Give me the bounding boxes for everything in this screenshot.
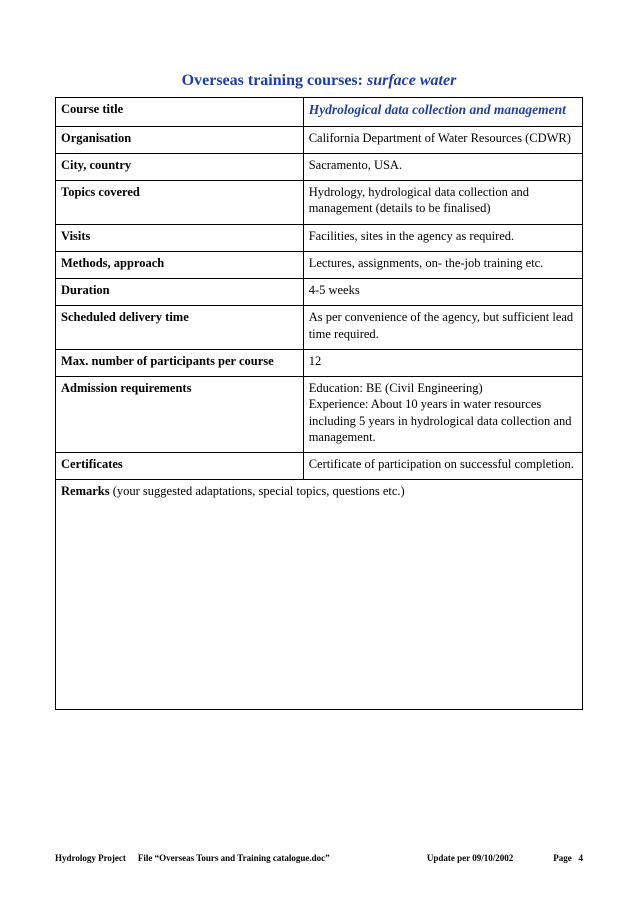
row-value: 12 — [303, 349, 582, 376]
row-value: Education: BE (Civil Engineering)Experie… — [303, 377, 582, 453]
page-footer: Hydrology Project File “Overseas Tours a… — [55, 853, 583, 863]
table-row: City, countrySacramento, USA. — [56, 153, 583, 180]
table-row: Methods, approachLectures, assignments, … — [56, 251, 583, 278]
row-value: Hydrology, hydrological data collection … — [303, 181, 582, 225]
row-label: Scheduled delivery time — [56, 306, 304, 350]
row-value: As per convenience of the agency, but su… — [303, 306, 582, 350]
title-prefix: Overseas training courses: — [182, 72, 367, 89]
table-row: Scheduled delivery timeAs per convenienc… — [56, 306, 583, 350]
table-row: Topics coveredHydrology, hydrological da… — [56, 181, 583, 225]
row-value: California Department of Water Resources… — [303, 126, 582, 153]
row-label: Admission requirements — [56, 377, 304, 453]
row-value: Hydrological data collection and managem… — [303, 98, 582, 127]
row-value: Lectures, assignments, on- the-job train… — [303, 251, 582, 278]
page-title: Overseas training courses: surface water — [55, 72, 583, 90]
course-table: Course titleHydrological data collection… — [55, 97, 583, 710]
row-value: Facilities, sites in the agency as requi… — [303, 224, 582, 251]
table-row: OrganisationCalifornia Department of Wat… — [56, 126, 583, 153]
row-label: City, country — [56, 153, 304, 180]
footer-project: Hydrology Project — [55, 853, 126, 863]
footer-file: File “Overseas Tours and Training catalo… — [138, 853, 427, 863]
remarks-label: Remarks — [61, 484, 110, 498]
row-label: Visits — [56, 224, 304, 251]
row-label: Organisation — [56, 126, 304, 153]
table-row: Duration4-5 weeks — [56, 279, 583, 306]
table-row: Course titleHydrological data collection… — [56, 98, 583, 127]
remarks-row: Remarks (your suggested adaptations, spe… — [56, 480, 583, 710]
table-row: Admission requirementsEducation: BE (Civ… — [56, 377, 583, 453]
row-value: Sacramento, USA. — [303, 153, 582, 180]
row-label: Certificates — [56, 453, 304, 480]
table-row: VisitsFacilities, sites in the agency as… — [56, 224, 583, 251]
remarks-hint: (your suggested adaptations, special top… — [110, 484, 405, 498]
row-label: Methods, approach — [56, 251, 304, 278]
row-value: Certificate of participation on successf… — [303, 453, 582, 480]
footer-page: Page 4 — [553, 853, 583, 863]
footer-update: Update per 09/10/2002 — [427, 853, 513, 863]
title-suffix: surface water — [367, 72, 456, 89]
table-row: Max. number of participants per course 1… — [56, 349, 583, 376]
remarks-cell: Remarks (your suggested adaptations, spe… — [56, 480, 583, 710]
row-value: 4-5 weeks — [303, 279, 582, 306]
row-label: Duration — [56, 279, 304, 306]
row-label: Max. number of participants per course — [56, 349, 304, 376]
row-label: Course title — [56, 98, 304, 127]
table-row: CertificatesCertificate of participation… — [56, 453, 583, 480]
row-label: Topics covered — [56, 181, 304, 225]
